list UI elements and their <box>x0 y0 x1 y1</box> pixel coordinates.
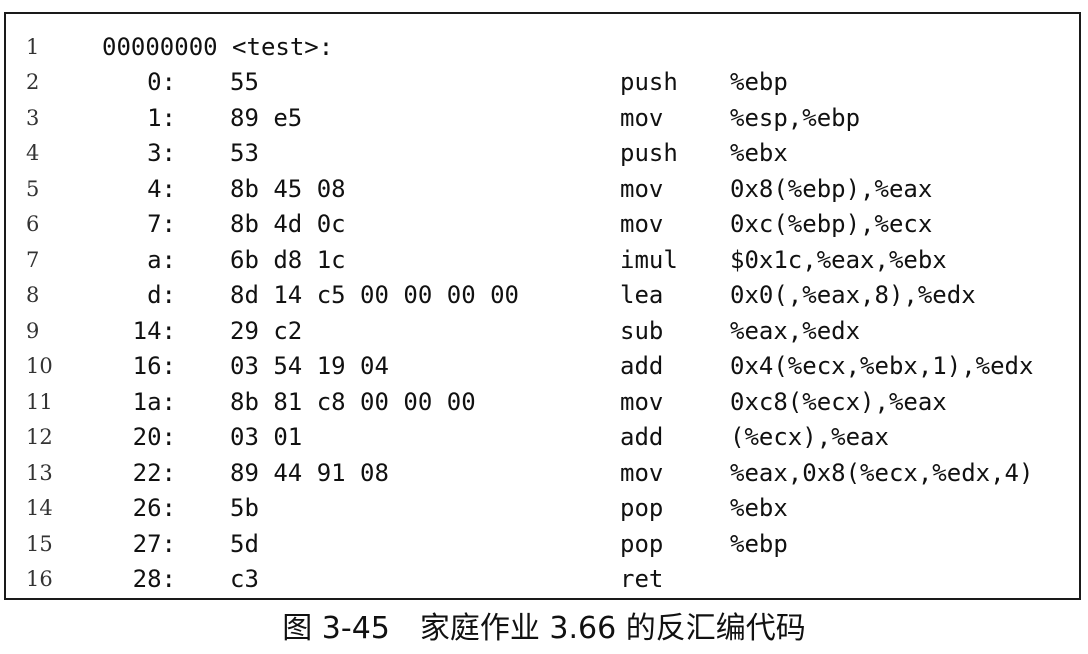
instruction-address: 26: <box>132 494 176 522</box>
line-number: 10 <box>26 354 53 378</box>
instruction-operands: %ebx <box>730 139 788 167</box>
machine-code-bytes: 6b d8 1c <box>230 245 346 274</box>
line-number: 13 <box>26 460 53 485</box>
instruction-address: 0: <box>147 68 176 96</box>
instruction-operands: %ebx <box>730 494 788 522</box>
instruction-row: 3 1: 89 e5 mov %esp,%ebp <box>6 101 1079 136</box>
figure-caption: 图 3-45 家庭作业 3.66 的反汇编代码 <box>282 611 806 646</box>
line-number: 16 <box>26 567 53 591</box>
instruction-row: 4 3: 53 push %ebx <box>6 136 1079 171</box>
instruction-address: 1a: <box>132 387 176 416</box>
instruction-mnemonic: lea <box>620 281 664 309</box>
instruction-address: 7: <box>147 210 176 238</box>
instruction-address: d: <box>147 281 176 309</box>
machine-code-bytes: 8b 81 c8 00 00 00 <box>230 387 476 416</box>
instruction-mnemonic: pop <box>620 529 664 558</box>
instruction-mnemonic: mov <box>620 458 664 487</box>
machine-code-bytes: 29 c2 <box>230 316 303 345</box>
instruction-row: 14 26: 5b pop %ebx <box>6 491 1079 526</box>
instruction-mnemonic: mov <box>620 387 664 416</box>
instruction-row: 2 0: 55 push %ebp <box>6 65 1079 100</box>
line-number: 1 <box>26 35 40 59</box>
instruction-address: 16: <box>132 352 176 380</box>
machine-code-bytes: 8b 45 08 <box>230 174 346 203</box>
line-number: 6 <box>26 212 40 236</box>
instruction-row: 6 7: 8b 4d 0c mov 0xc(%ebp),%ecx <box>6 207 1079 242</box>
instruction-operands: %ebp <box>730 68 788 96</box>
line-number: 14 <box>26 496 53 520</box>
function-label: 00000000 <test>: <box>102 33 334 61</box>
instruction-address: 14: <box>132 316 176 345</box>
disassembly-listing: 1 00000000 <test>: 2 0: 55 push %ebp 3 1: 89 e5… <box>4 12 1081 600</box>
instruction-mnemonic: push <box>620 139 678 167</box>
instruction-address: 3: <box>147 139 176 167</box>
listing-header-row: 1 00000000 <test>: <box>6 30 1079 65</box>
instruction-address: 28: <box>132 565 176 593</box>
instruction-address: 22: <box>132 458 176 487</box>
instruction-row: 10 16: 03 54 19 04 add 0x4(%ecx,%ebx,1),%edx <box>6 349 1079 384</box>
line-number: 4 <box>26 141 40 165</box>
line-number: 3 <box>26 105 40 130</box>
machine-code-bytes: 55 <box>230 68 259 96</box>
instruction-mnemonic: add <box>620 352 664 380</box>
instruction-mnemonic: push <box>620 68 678 96</box>
machine-code-bytes: c3 <box>230 565 259 593</box>
instruction-mnemonic: mov <box>620 210 664 238</box>
instruction-operands: 0x0(,%eax,8),%edx <box>730 281 976 309</box>
machine-code-bytes: 8b 4d 0c <box>230 210 346 238</box>
instruction-row: 9 14: 29 c2 sub %eax,%edx <box>6 314 1079 349</box>
instruction-mnemonic: sub <box>620 316 664 345</box>
instruction-mnemonic: mov <box>620 103 664 132</box>
line-number: 7 <box>26 247 40 272</box>
instruction-row: 8 d: 8d 14 c5 00 00 00 00 lea 0x0(,%eax,8),%… <box>6 278 1079 313</box>
instruction-address: 1: <box>147 103 176 132</box>
instruction-row: 16 28: c3 ret <box>6 562 1079 597</box>
machine-code-bytes: 5b <box>230 494 259 522</box>
instruction-mnemonic: imul <box>620 245 678 274</box>
line-number: 15 <box>26 531 53 556</box>
instruction-row: 15 27: 5d pop %ebp <box>6 527 1079 562</box>
instruction-operands: 0x4(%ecx,%ebx,1),%edx <box>730 352 1034 380</box>
instruction-operands: %ebp <box>730 529 788 558</box>
instruction-address: 20: <box>132 423 176 451</box>
machine-code-bytes: 8d 14 c5 00 00 00 00 <box>230 281 519 309</box>
instruction-row: 7 a: 6b d8 1c imul $0x1c,%eax,%ebx <box>6 243 1079 278</box>
line-number: 12 <box>26 425 53 449</box>
machine-code-bytes: 89 44 91 08 <box>230 458 389 487</box>
instruction-operands: 0x8(%ebp),%eax <box>730 174 933 203</box>
instruction-operands: (%ecx),%eax <box>730 423 889 451</box>
instruction-mnemonic: pop <box>620 494 664 522</box>
instruction-operands: 0xc8(%ecx),%eax <box>730 387 947 416</box>
line-number: 11 <box>26 389 53 414</box>
instruction-address: 4: <box>147 174 176 203</box>
machine-code-bytes: 89 e5 <box>230 103 303 132</box>
line-number: 2 <box>26 70 40 94</box>
line-number: 5 <box>26 176 40 201</box>
machine-code-bytes: 03 54 19 04 <box>230 352 389 380</box>
instruction-mnemonic: add <box>620 423 664 451</box>
instruction-operands: %eax,0x8(%ecx,%edx,4) <box>730 458 1034 487</box>
instruction-mnemonic: mov <box>620 174 664 203</box>
machine-code-bytes: 03 01 <box>230 423 303 451</box>
machine-code-bytes: 5d <box>230 529 259 558</box>
instruction-address: 27: <box>132 529 176 558</box>
instruction-operands: %eax,%edx <box>730 316 861 345</box>
instruction-row: 5 4: 8b 45 08 mov 0x8(%ebp),%eax <box>6 172 1079 207</box>
instruction-operands: %esp,%ebp <box>730 103 861 132</box>
instruction-row: 13 22: 89 44 91 08 mov %eax,0x8(%ecx,%edx,4) <box>6 456 1079 491</box>
instruction-address: a: <box>147 245 176 274</box>
machine-code-bytes: 53 <box>230 139 259 167</box>
instruction-operands: 0xc(%ebp),%ecx <box>730 210 933 238</box>
line-number: 8 <box>26 283 40 307</box>
instruction-operands: $0x1c,%eax,%ebx <box>730 245 947 274</box>
line-number: 9 <box>26 318 40 343</box>
instruction-row: 12 20: 03 01 add (%ecx),%eax <box>6 420 1079 455</box>
instruction-mnemonic: ret <box>620 565 664 593</box>
instruction-row: 11 1a: 8b 81 c8 00 00 00 mov 0xc8(%ecx),%eax <box>6 385 1079 420</box>
